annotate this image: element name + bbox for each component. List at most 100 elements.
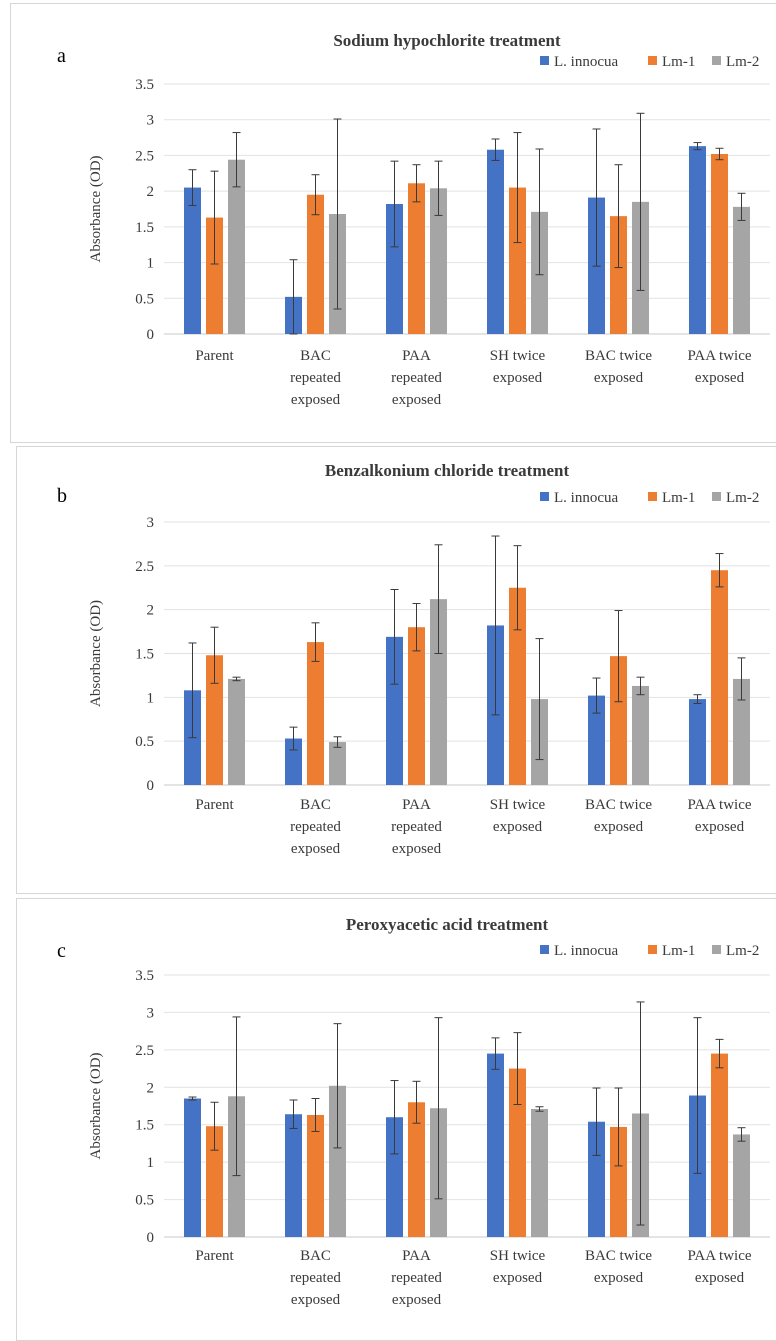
legend-swatch: [648, 945, 657, 954]
error-bar: [210, 626, 219, 684]
x-category-label-line: BAC twice: [585, 348, 652, 364]
error-bar: [715, 553, 724, 588]
bar: [228, 678, 245, 785]
x-category-label-line: exposed: [493, 819, 543, 835]
x-category-label-line: exposed: [291, 841, 341, 857]
x-category-label-line: SH twice: [490, 1248, 546, 1264]
error-bar: [311, 622, 320, 662]
x-category-label-line: BAC: [300, 1248, 331, 1264]
error-bar: [513, 545, 522, 631]
error-bar: [412, 1080, 421, 1124]
error-bar: [210, 170, 219, 265]
chart-a-svg: Sodium hypochlorite treatment a L. innocua…: [57, 31, 770, 408]
x-category-label-line: repeated: [391, 370, 442, 386]
y-tick-label: 3: [147, 515, 155, 531]
bar: [285, 1114, 302, 1237]
legend-entry: L. innocua: [554, 943, 618, 959]
legend-swatch: [712, 56, 721, 65]
bar: [733, 206, 750, 334]
bar: [711, 1053, 728, 1237]
y-tick-label: 2.5: [135, 1043, 154, 1059]
x-category-label-line: Parent: [195, 1248, 234, 1264]
error-bar: [210, 1101, 219, 1151]
x-category-label-line: exposed: [392, 841, 442, 857]
legend-swatch: [648, 492, 657, 501]
y-tick-label: 0.5: [135, 291, 154, 307]
panel-label: a: [57, 45, 66, 67]
bar: [408, 183, 425, 334]
x-category-label: BAC repeated exposed: [290, 348, 341, 408]
x-category-label-line: PAA twice: [687, 348, 751, 364]
x-category-label-line: exposed: [291, 1292, 341, 1308]
bar: [610, 1126, 627, 1237]
bar: [329, 1085, 346, 1237]
y-tick-label: 0: [147, 327, 155, 343]
legend: L. innocua Lm-1 Lm-2: [540, 943, 759, 959]
bar: [206, 1126, 223, 1237]
y-tick-label: 3.5: [135, 77, 154, 93]
chart-title: Benzalkonium chloride treatment: [325, 461, 570, 480]
y-tick-label: 1: [147, 256, 155, 272]
bar: [206, 217, 223, 334]
chart-title: Sodium hypochlorite treatment: [333, 31, 561, 50]
y-tick-label: 1.5: [135, 1118, 154, 1134]
x-category-label-line: BAC twice: [585, 1248, 652, 1264]
y-tick-label: 0: [147, 1230, 155, 1246]
x-category-label: SH twice exposed: [490, 797, 546, 835]
chart-panel-a: Sodium hypochlorite treatment a L. innocua…: [0, 0, 776, 443]
x-category-label-line: PAA: [402, 1248, 431, 1264]
error-bar: [636, 112, 645, 291]
bar: [329, 742, 346, 785]
bar: [487, 1053, 504, 1237]
legend: L. innocua Lm-1 Lm-2: [540, 54, 759, 70]
error-bar: [390, 1080, 399, 1155]
bar: [184, 1098, 201, 1237]
panel-label: c: [57, 940, 66, 962]
bar: [487, 149, 504, 334]
x-category-label-line: exposed: [594, 1270, 644, 1286]
legend: L. innocua Lm-1 Lm-2: [540, 490, 759, 506]
error-bar: [737, 192, 746, 221]
bar: [206, 655, 223, 785]
bar: [184, 187, 201, 334]
y-axis-label: Absorbance (OD): [88, 155, 104, 262]
error-bar: [333, 736, 342, 748]
y-axis-label: Absorbance (OD): [88, 600, 104, 707]
panel-label: b: [57, 485, 67, 507]
bar: [632, 685, 649, 785]
x-category-label-line: BAC: [300, 348, 331, 364]
bar: [228, 159, 245, 334]
bar: [386, 1117, 403, 1237]
error-bar: [232, 676, 241, 682]
x-category-label-line: BAC twice: [585, 797, 652, 813]
bar: [408, 1102, 425, 1237]
x-category-label-line: exposed: [695, 1270, 745, 1286]
bar: [430, 599, 447, 785]
chart-panel-c: Peroxyacetic acid treatment c L. innocua Lm…: [0, 895, 776, 1340]
x-category-label: BAC twice exposed: [585, 348, 652, 386]
y-tick-label: 2.5: [135, 559, 154, 575]
x-category-label-line: exposed: [493, 370, 543, 386]
error-bar: [614, 1087, 623, 1167]
error-bar: [289, 259, 298, 335]
legend-entry: Lm-1: [662, 943, 695, 959]
legend-swatch: [540, 492, 549, 501]
legend-entry: Lm-1: [662, 490, 695, 506]
error-bar: [491, 1037, 500, 1070]
bar: [307, 642, 324, 785]
error-bar: [390, 160, 399, 248]
x-category-label: BAC repeated exposed: [290, 797, 341, 857]
x-category-label-line: repeated: [391, 1270, 442, 1286]
x-category-label-line: SH twice: [490, 348, 546, 364]
x-category-label-line: repeated: [290, 370, 341, 386]
y-axis-label: Absorbance (OD): [88, 1052, 104, 1159]
x-category-label: BAC twice exposed: [585, 1248, 652, 1286]
error-bar: [715, 147, 724, 161]
error-bar: [592, 677, 601, 714]
error-bar: [311, 174, 320, 216]
legend-entry: Lm-2: [726, 943, 759, 959]
error-bar: [513, 132, 522, 244]
x-category-label: PAA repeated exposed: [391, 348, 442, 408]
x-category-label: BAC repeated exposed: [290, 1248, 341, 1308]
x-category-label: PAA repeated exposed: [391, 797, 442, 857]
